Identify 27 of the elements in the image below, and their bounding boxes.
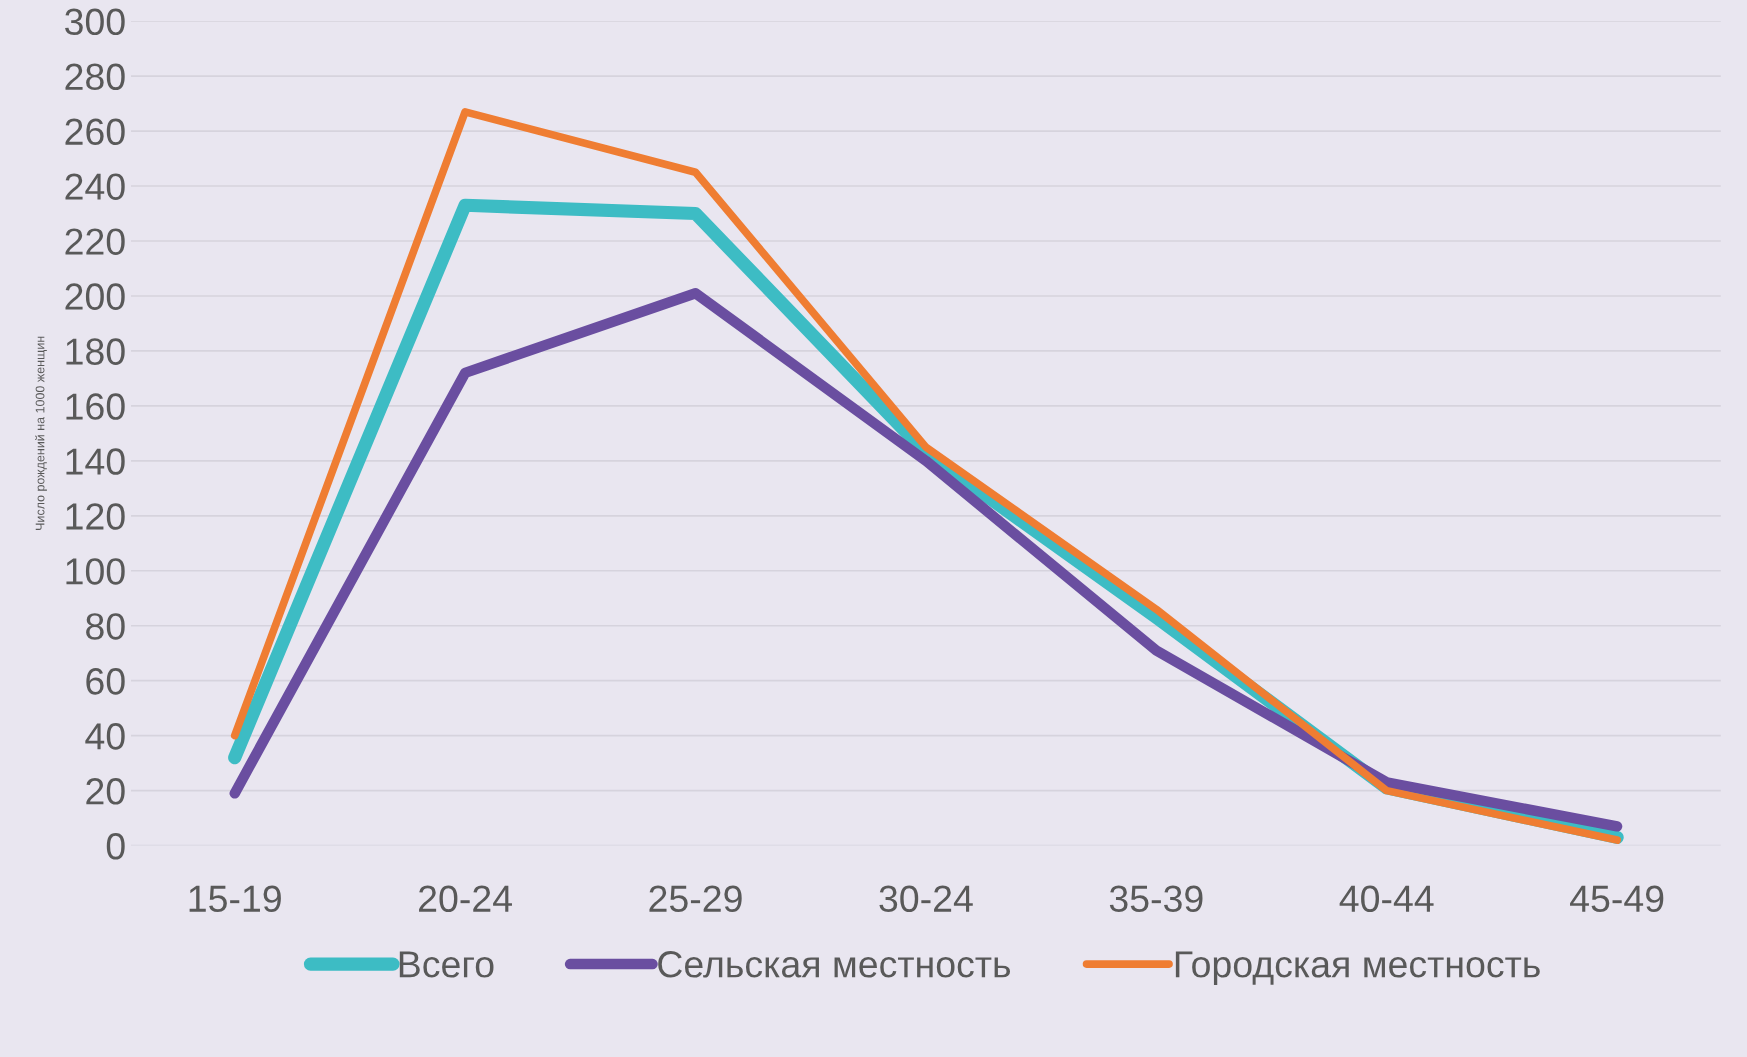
legend-label: Городская местность (1175, 951, 1540, 985)
x-tick-label: 25-29 (649, 885, 742, 913)
x-tick-label: 15-19 (189, 885, 281, 913)
y-tick-label: 120 (66, 503, 125, 530)
y-tick-label: 60 (86, 668, 125, 695)
legend-label: Сельская местность (658, 951, 1011, 978)
y-tick-label: 240 (65, 173, 125, 200)
x-tick-label: 45-49 (1570, 885, 1664, 913)
y-tick-label: 20 (86, 778, 125, 805)
y-tick-label: 160 (66, 393, 125, 420)
y-axis-title: Число рождений на 1000 женщин (35, 336, 47, 530)
y-tick-label: 280 (65, 63, 125, 91)
x-tick-label: 40-44 (1339, 885, 1434, 913)
y-tick-label: 180 (66, 338, 125, 365)
y-tick-label: 100 (66, 558, 125, 585)
y-tick-label: 80 (86, 613, 125, 640)
y-tick-label: 300 (65, 8, 125, 36)
x-tick-label: 35-39 (1109, 885, 1203, 913)
y-tick-label: 140 (66, 448, 125, 475)
y-tick-label: 40 (85, 723, 125, 750)
x-tick-label: 20-24 (419, 885, 512, 913)
y-tick-label: 200 (65, 283, 125, 310)
x-tick-label: 30-24 (879, 885, 973, 913)
y-tick-label: 260 (65, 118, 125, 146)
y-tick-label: 220 (65, 228, 125, 255)
legend-label: Всего (399, 951, 494, 978)
y-tick-label: 0 (106, 833, 125, 860)
